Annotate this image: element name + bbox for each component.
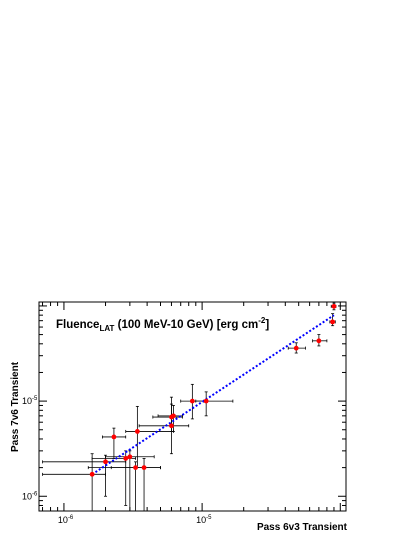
tick-labels: 10-6 10-5 10-6 10-5 [22, 396, 212, 525]
data-point [330, 319, 336, 325]
data-point [134, 429, 140, 434]
y-tick-label: 10-5 [22, 396, 38, 406]
data-point [331, 303, 337, 309]
axis-ticks [39, 302, 346, 512]
data-point [123, 455, 129, 461]
chart-title: FluenceLAT (100 MeV-10 GeV) [erg cm-2] [56, 316, 269, 333]
data-point [171, 413, 176, 419]
data-point [103, 459, 108, 465]
data-point [189, 398, 195, 404]
data-point [89, 471, 95, 477]
x-tick-label: 10-6 [58, 515, 74, 525]
data-point [169, 423, 174, 429]
y-axis-title: Pass 7v6 Transient [10, 361, 21, 452]
data-point [203, 398, 209, 404]
error-bars [42, 302, 337, 512]
x-axis-title: Pass 6v3 Transient [257, 522, 348, 533]
data-point [111, 434, 117, 440]
x-tick-label: 10-5 [196, 515, 212, 525]
data-point [316, 338, 322, 344]
plot-frame [38, 301, 347, 512]
y-tick-label: 10-6 [22, 491, 38, 501]
data-point [133, 465, 138, 471]
data-point [293, 345, 299, 351]
fit-line [91, 314, 335, 476]
data-markers [89, 303, 337, 477]
data-point [127, 454, 133, 460]
data-point [141, 465, 147, 471]
